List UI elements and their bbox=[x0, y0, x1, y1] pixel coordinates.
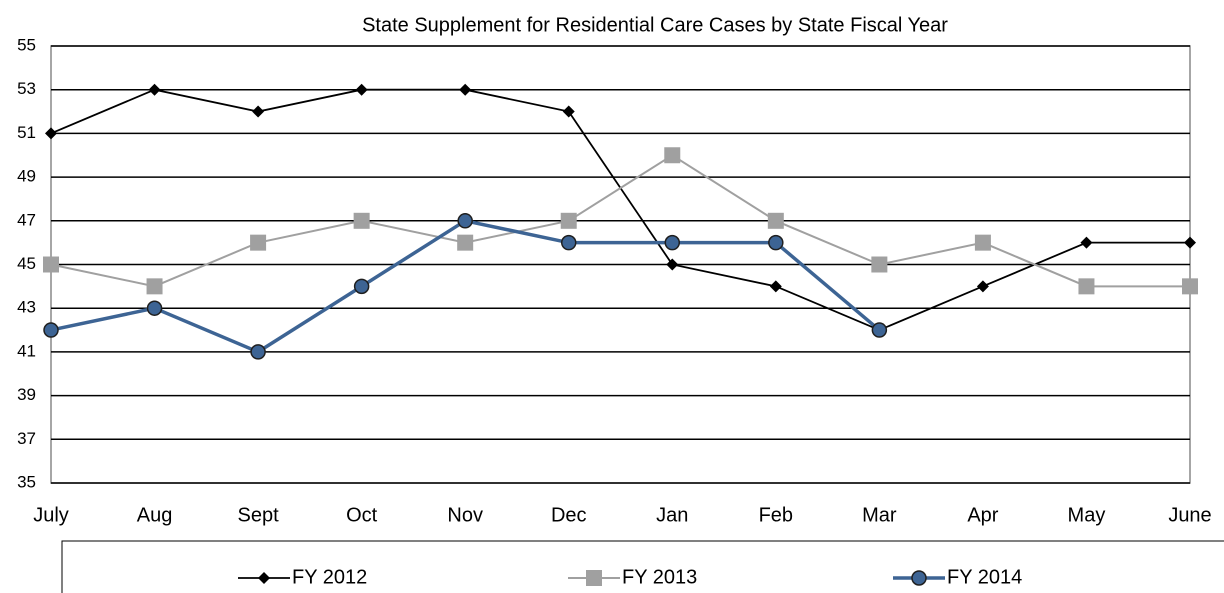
x-tick-label: Mar bbox=[862, 504, 897, 526]
series-marker bbox=[353, 278, 370, 295]
y-tick-label: 47 bbox=[17, 210, 36, 229]
series-marker bbox=[355, 83, 368, 96]
series-marker bbox=[769, 280, 782, 293]
series-marker bbox=[1182, 278, 1198, 295]
x-tick-label: July bbox=[33, 504, 69, 526]
series-marker bbox=[459, 83, 472, 96]
y-tick-label: 53 bbox=[17, 79, 36, 98]
series-marker bbox=[45, 127, 57, 140]
legend-marker bbox=[258, 572, 270, 584]
series-marker bbox=[43, 322, 59, 338]
series-marker bbox=[871, 256, 888, 273]
y-tick-label: 41 bbox=[17, 341, 36, 360]
series-marker bbox=[1078, 278, 1095, 295]
series-marker bbox=[457, 234, 474, 251]
series-marker bbox=[1080, 236, 1093, 249]
x-tick-label: Feb bbox=[759, 504, 793, 526]
y-tick-label: 45 bbox=[17, 254, 36, 273]
chart-title: State Supplement for Residential Care Ca… bbox=[362, 14, 948, 36]
y-tick-label: 51 bbox=[17, 123, 36, 142]
series-marker bbox=[664, 234, 681, 251]
x-tick-label: Sept bbox=[238, 504, 280, 526]
legend-label: FY 2012 bbox=[292, 566, 367, 588]
y-tick-label: 39 bbox=[17, 385, 36, 404]
legend-marker bbox=[586, 570, 602, 586]
x-tick-label: Jan bbox=[656, 504, 688, 526]
x-tick-label: Nov bbox=[447, 504, 483, 526]
series-marker bbox=[146, 278, 163, 295]
series-marker bbox=[976, 280, 989, 293]
series-marker bbox=[43, 256, 59, 273]
y-tick-label: 35 bbox=[17, 472, 36, 491]
series-marker bbox=[560, 212, 577, 229]
series-marker bbox=[871, 322, 888, 338]
y-tick-label: 43 bbox=[17, 298, 36, 317]
series-marker bbox=[353, 212, 370, 229]
legend-marker bbox=[911, 570, 927, 586]
y-tick-label: 49 bbox=[17, 167, 36, 186]
series-marker bbox=[562, 105, 575, 118]
x-tick-label: Dec bbox=[551, 504, 587, 526]
series-marker bbox=[148, 83, 161, 96]
series-marker bbox=[974, 234, 991, 251]
series-marker bbox=[250, 234, 267, 251]
series-marker bbox=[767, 212, 784, 229]
x-tick-label: Apr bbox=[967, 504, 998, 526]
series-line bbox=[50, 88, 1190, 332]
series-line bbox=[50, 154, 1190, 288]
x-tick-label: May bbox=[1068, 504, 1106, 526]
legend-label: FY 2013 bbox=[622, 566, 697, 588]
series-marker bbox=[768, 234, 784, 251]
series-marker bbox=[1184, 236, 1196, 249]
series-marker bbox=[560, 234, 577, 251]
series-marker bbox=[252, 105, 265, 118]
x-tick-label: June bbox=[1168, 504, 1211, 526]
series-marker bbox=[146, 300, 163, 316]
x-tick-label: Aug bbox=[137, 504, 173, 526]
series-marker bbox=[664, 147, 681, 164]
legend-label: FY 2014 bbox=[947, 566, 1022, 588]
series-marker bbox=[666, 258, 679, 271]
series-marker bbox=[250, 344, 266, 360]
legend-box bbox=[61, 540, 1224, 593]
y-tick-label: 37 bbox=[17, 429, 36, 448]
x-tick-label: Oct bbox=[346, 504, 378, 526]
y-tick-label: 55 bbox=[17, 35, 36, 54]
series-marker bbox=[457, 213, 473, 229]
